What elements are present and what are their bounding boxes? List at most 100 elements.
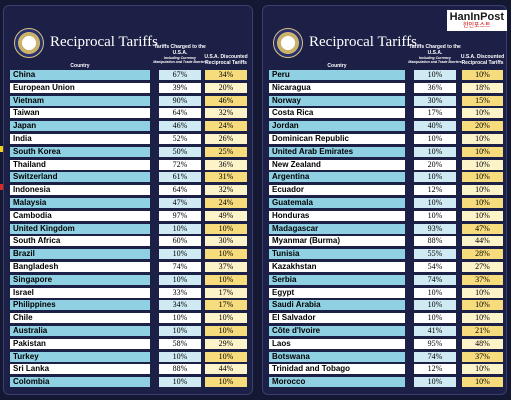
country-cell: Cambodia <box>10 210 150 221</box>
country-cell: Nicaragua <box>269 82 405 93</box>
discounted-cell: 36% <box>205 159 247 170</box>
country-cell: Egypt <box>269 287 405 298</box>
header-country: Country <box>327 63 347 69</box>
charged-cell: 33% <box>159 287 201 298</box>
header-discounted: U.S.A. Discounted Reciprocal Tariffs <box>460 54 505 66</box>
discounted-cell: 10% <box>205 274 247 285</box>
header-charged: Tariffs Charged to the U.S.A. Including C… <box>153 44 207 64</box>
charged-cell: 30% <box>414 95 456 106</box>
country-cell: Serbia <box>269 274 405 285</box>
country-cell: Colombia <box>10 377 150 388</box>
charged-cell: 93% <box>414 223 456 234</box>
charged-cell: 61% <box>159 172 201 183</box>
charged-cell: 12% <box>414 185 456 196</box>
country-cell: Côte d'Ivoire <box>269 326 405 336</box>
discounted-cell: 17% <box>205 300 247 311</box>
discounted-cell: 10% <box>462 287 503 298</box>
charged-cell: 88% <box>159 364 201 375</box>
discounted-cell: 34% <box>205 70 247 80</box>
charged-cell: 46% <box>159 121 201 132</box>
discounted-cell: 49% <box>205 210 247 221</box>
country-cell: South Africa <box>10 236 150 247</box>
country-cell: Botswana <box>269 351 405 362</box>
watermark-korean: 한인포스트 <box>462 23 491 29</box>
watermark-brand: HanInPost <box>449 11 504 23</box>
discounted-cell: 10% <box>462 210 503 221</box>
charged-cell: 10% <box>159 377 201 388</box>
country-cell: Jordan <box>269 121 405 132</box>
discounted-cell: 32% <box>205 185 247 196</box>
discounted-cell: 18% <box>462 82 503 93</box>
discounted-cell: 21% <box>462 326 503 336</box>
country-cell: Saudi Arabia <box>269 300 405 311</box>
charged-cell: 64% <box>159 185 201 196</box>
discounted-cell: 10% <box>462 300 503 311</box>
country-cell: Thailand <box>10 159 150 170</box>
country-cell: Israel <box>10 287 150 298</box>
country-cell: Norway <box>269 95 405 106</box>
header-country: Country <box>70 63 90 69</box>
seal <box>14 28 44 58</box>
discounted-cell: 20% <box>205 82 247 93</box>
country-cell: New Zealand <box>269 159 405 170</box>
discounted-cell: 37% <box>462 351 503 362</box>
charged-cell: 17% <box>414 108 456 119</box>
country-cell: Costa Rica <box>269 108 405 119</box>
country-cell: United Arab Emirates <box>269 146 405 157</box>
discounted-cell: 26% <box>205 134 247 144</box>
discounted-cell: 27% <box>462 262 503 272</box>
country-cell: Indonesia <box>10 185 150 196</box>
country-cell: United Kingdom <box>10 223 150 234</box>
discounted-cell: 28% <box>462 249 503 260</box>
discounted-cell: 10% <box>205 377 247 388</box>
country-cell: Brazil <box>10 249 150 260</box>
country-cell: India <box>10 134 150 144</box>
charged-cell: 10% <box>159 274 201 285</box>
country-cell: Malaysia <box>10 198 150 208</box>
country-cell: Laos <box>269 338 405 349</box>
country-cell: Argentina <box>269 172 405 183</box>
discounted-cell: 24% <box>205 121 247 132</box>
charged-cell: 10% <box>159 249 201 260</box>
discounted-cell: 20% <box>462 121 503 132</box>
discounted-cell: 25% <box>205 146 247 157</box>
charged-cell: 58% <box>159 338 201 349</box>
discounted-cell: 46% <box>205 95 247 106</box>
country-cell: Myanmar (Burma) <box>269 236 405 247</box>
discounted-cell: 37% <box>462 274 503 285</box>
charged-cell: 36% <box>414 82 456 93</box>
charged-cell: 41% <box>414 326 456 336</box>
country-cell: Pakistan <box>10 338 150 349</box>
country-cell: Singapore <box>10 274 150 285</box>
country-cell: South Korea <box>10 146 150 157</box>
charged-cell: 74% <box>159 262 201 272</box>
discounted-cell: 10% <box>462 172 503 183</box>
charged-cell: 95% <box>414 338 456 349</box>
country-cell: Taiwan <box>10 108 150 119</box>
charged-cell: 67% <box>159 70 201 80</box>
charged-cell: 20% <box>414 159 456 170</box>
discounted-cell: 29% <box>205 338 247 349</box>
country-cell: Tunisia <box>269 249 405 260</box>
charged-cell: 12% <box>414 364 456 375</box>
country-cell: Bangladesh <box>10 262 150 272</box>
charged-cell: 10% <box>159 326 201 336</box>
discounted-cell: 44% <box>205 364 247 375</box>
charged-cell: 72% <box>159 159 201 170</box>
charged-cell: 34% <box>159 300 201 311</box>
country-cell: Chile <box>10 313 150 324</box>
charged-cell: 55% <box>414 249 456 260</box>
country-cell: Japan <box>10 121 150 132</box>
country-cell: Peru <box>269 70 405 80</box>
country-cell: China <box>10 70 150 80</box>
charged-cell: 10% <box>414 313 456 324</box>
charged-cell: 10% <box>159 223 201 234</box>
charged-cell: 74% <box>414 274 456 285</box>
header-charged-note: Including Currency Manipulation and Trad… <box>153 56 207 64</box>
discounted-cell: 10% <box>462 146 503 157</box>
country-cell: Guatemala <box>269 198 405 208</box>
discounted-cell: 17% <box>205 287 247 298</box>
discounted-cell: 32% <box>205 108 247 119</box>
charged-cell: 88% <box>414 236 456 247</box>
discounted-cell: 10% <box>462 364 503 375</box>
